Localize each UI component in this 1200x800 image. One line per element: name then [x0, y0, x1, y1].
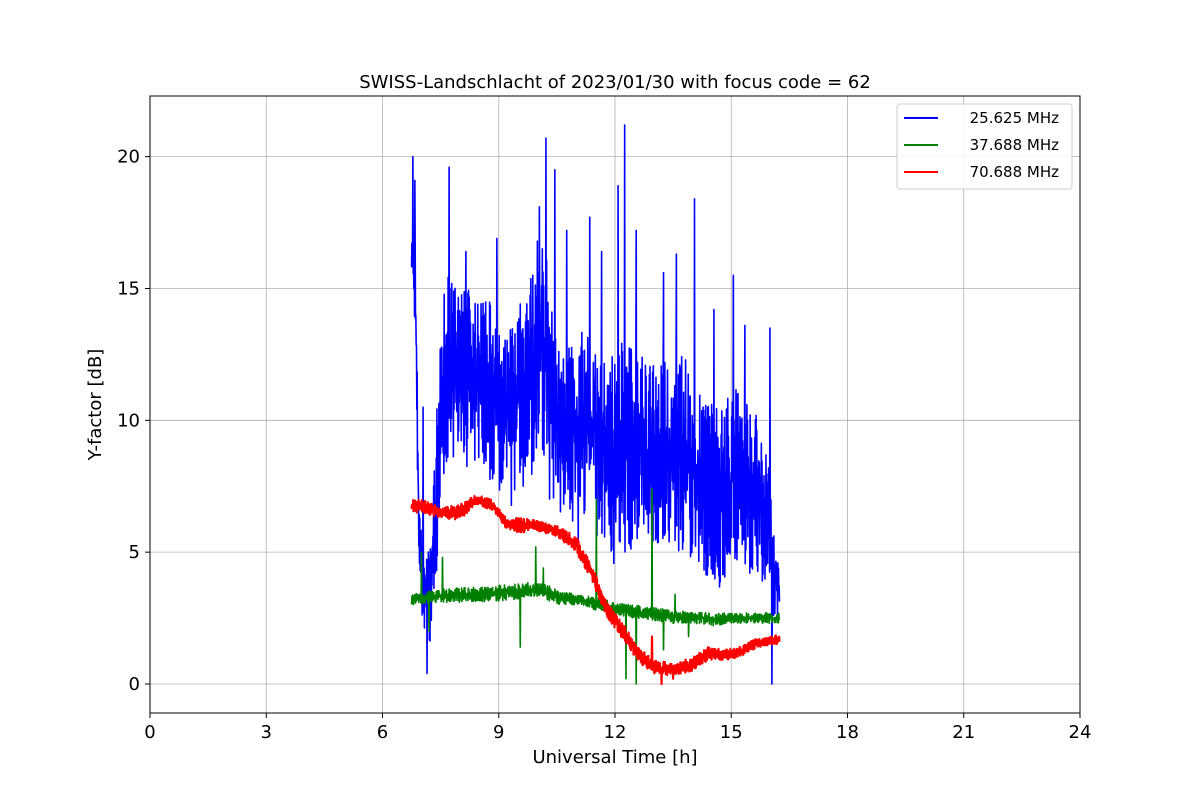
- legend-box: [896, 103, 1073, 190]
- legend-label-70-688: 70.688 MHz: [970, 163, 1059, 181]
- y-tick-label: 5: [129, 542, 140, 563]
- x-tick-label: 24: [1069, 722, 1092, 743]
- series-line-70-688: [410, 495, 781, 686]
- x-tick-label: 0: [144, 722, 155, 743]
- series-line-37-688: [410, 488, 781, 685]
- x-axis-label: Universal Time [h]: [532, 747, 697, 768]
- x-tick-label: 18: [836, 722, 859, 743]
- legend-label-25-625: 25.625 MHz: [970, 109, 1059, 127]
- x-tick-label: 3: [261, 722, 272, 743]
- series-line-25-625: [410, 124, 781, 685]
- x-tick-label: 21: [952, 722, 975, 743]
- x-tick-label: 12: [604, 722, 627, 743]
- axis-ticks: 0 3 6 9 12 15 18 21 24 0 5 10 15 20: [117, 147, 1091, 743]
- y-tick-label: 15: [117, 278, 140, 299]
- y-tick-label: 10: [117, 410, 140, 431]
- x-tick-label: 15: [720, 722, 743, 743]
- legend-label-37-688: 37.688 MHz: [970, 136, 1059, 154]
- x-tick-label: 6: [377, 722, 388, 743]
- x-tick-label: 9: [493, 722, 504, 743]
- y-tick-label: 0: [129, 674, 140, 695]
- chart-title: SWISS-Landschlacht of 2023/01/30 with fo…: [359, 72, 871, 93]
- series-layer: [410, 124, 781, 686]
- legend: 25.625 MHz 37.688 MHz 70.688 MHz: [896, 103, 1073, 190]
- y-axis-label: Y-factor [dB]: [85, 349, 106, 462]
- y-tick-label: 20: [117, 147, 140, 168]
